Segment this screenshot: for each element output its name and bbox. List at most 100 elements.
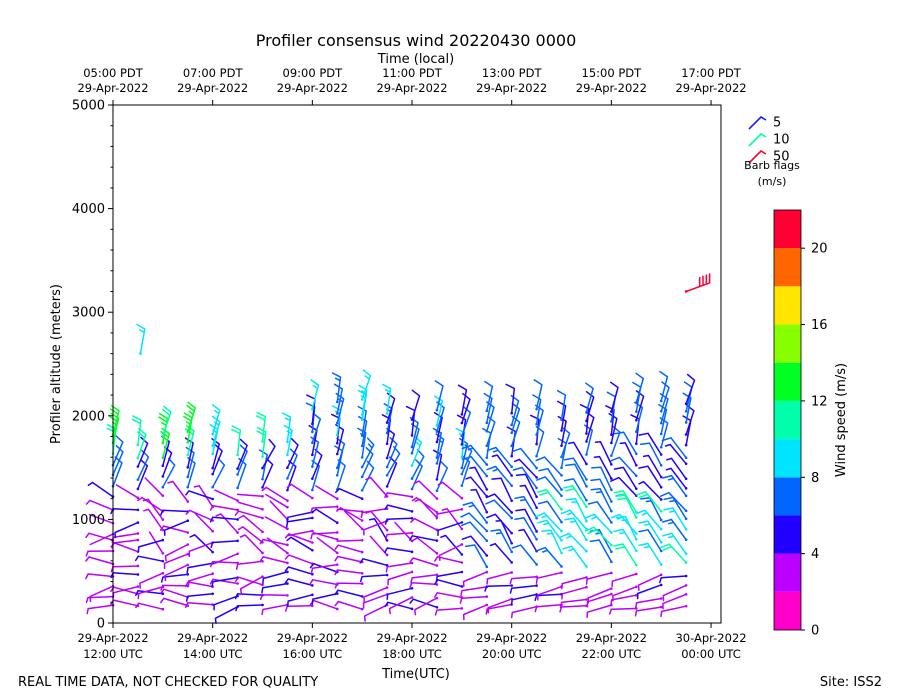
wind-barb xyxy=(131,415,142,446)
colorbar-segment xyxy=(774,439,801,478)
wind-barb xyxy=(85,550,114,557)
wind-barb xyxy=(164,543,189,562)
wind-barb xyxy=(259,593,289,601)
wind-barb xyxy=(536,546,563,568)
wind-barb xyxy=(587,501,613,524)
wind-barb xyxy=(163,553,189,570)
wind-barb xyxy=(266,537,289,554)
wind-barb xyxy=(560,576,588,590)
wind-barb xyxy=(139,572,164,589)
wind-barb xyxy=(164,564,189,582)
wind-barb xyxy=(512,466,538,489)
wind-barb xyxy=(662,474,687,497)
x-tick-label: 16:00 UTC xyxy=(283,647,343,661)
wind-barb xyxy=(284,605,314,612)
site-label: Site: ISS2 xyxy=(820,675,882,690)
wind-barb xyxy=(359,574,388,583)
wind-barb xyxy=(185,509,214,522)
wind-barb xyxy=(286,511,314,523)
legend-units: (m/s) xyxy=(758,175,787,188)
wind-barb xyxy=(485,499,513,519)
wind-barb xyxy=(457,384,468,416)
wind-barb xyxy=(112,435,124,466)
wind-barb xyxy=(434,607,463,616)
wind-barb xyxy=(185,446,195,478)
wind-barb xyxy=(211,404,221,435)
wind-barb xyxy=(613,490,638,513)
wind-barb xyxy=(235,604,264,612)
x-tick-label: 12:00 UTC xyxy=(83,647,143,661)
wind-barb xyxy=(611,573,638,587)
wind-barb xyxy=(462,571,488,588)
top-tick-label: 07:00 PDT xyxy=(183,66,244,80)
wind-barb xyxy=(585,572,613,585)
colorbar: 0 4 8 12 16 20 xyxy=(773,209,828,639)
wind-barb xyxy=(261,486,289,502)
colorbar-segment xyxy=(774,324,801,363)
wind-barb xyxy=(610,456,638,477)
colorbar-segment xyxy=(774,362,801,401)
wind-barb xyxy=(235,560,264,570)
wind-barb xyxy=(440,534,463,556)
wind-barb xyxy=(137,496,164,513)
wind-barb xyxy=(638,542,662,566)
wind-barb xyxy=(537,585,563,601)
wind-barb xyxy=(461,535,488,557)
wind-barb xyxy=(536,476,563,497)
wind-barb xyxy=(663,496,687,520)
y-tick-label: 5000 xyxy=(72,99,105,114)
wind-barb xyxy=(281,412,292,443)
wind-barb xyxy=(363,604,388,622)
wind-barb xyxy=(613,466,638,490)
top-tick-label: 29-Apr-2022 xyxy=(77,81,148,95)
wind-barb xyxy=(487,598,513,614)
wind-barb xyxy=(561,586,588,600)
wind-barb xyxy=(438,543,463,562)
wind-barb xyxy=(559,605,588,613)
wind-barb xyxy=(343,510,363,530)
wind-barb xyxy=(405,405,416,437)
wind-barb xyxy=(484,380,494,412)
wind-barb xyxy=(619,442,638,467)
wind-barb xyxy=(265,493,289,508)
wind-barb xyxy=(259,538,289,546)
y-tick-label: 1000 xyxy=(72,513,105,528)
wind-barb xyxy=(535,456,563,477)
wind-barb xyxy=(486,571,513,585)
wind-barb xyxy=(663,507,687,531)
wind-barb xyxy=(664,443,687,465)
wind-barb xyxy=(162,405,172,437)
x-tick-label: 22:00 UTC xyxy=(582,647,642,661)
colorbar-tick-label: 20 xyxy=(811,242,828,257)
wind-barb xyxy=(559,532,588,552)
wind-barb xyxy=(509,584,538,594)
wind-barb xyxy=(537,500,563,523)
y-axis: 0 1000 2000 3000 4000 5000 xyxy=(72,99,113,632)
wind-barb xyxy=(284,554,314,565)
wind-barb xyxy=(410,517,438,531)
wind-barb xyxy=(491,477,513,502)
wind-barb xyxy=(89,585,114,603)
wind-barb xyxy=(238,514,264,533)
legend-barb xyxy=(748,149,767,164)
wind-barb xyxy=(486,446,513,468)
wind-barb xyxy=(214,489,239,502)
x-tick-label: 29-Apr-2022 xyxy=(77,631,148,645)
wind-barb xyxy=(534,604,563,613)
colorbar-label: Wind speed (m/s) xyxy=(834,363,849,477)
wind-barb xyxy=(234,576,264,586)
wind-barb xyxy=(563,478,588,502)
wind-barb xyxy=(610,476,638,497)
wind-barb xyxy=(585,513,613,534)
wind-barb xyxy=(115,484,139,499)
x-tick-label: 29-Apr-2022 xyxy=(576,631,647,645)
wind-barb xyxy=(388,596,413,615)
wind-barb xyxy=(462,501,488,524)
wind-barb xyxy=(460,512,488,532)
wind-barb xyxy=(659,393,669,424)
wind-barb xyxy=(384,504,413,513)
wind-barb xyxy=(638,520,662,544)
wind-barb xyxy=(284,578,314,587)
wind-barb xyxy=(635,509,662,530)
wind-barb xyxy=(184,601,214,609)
